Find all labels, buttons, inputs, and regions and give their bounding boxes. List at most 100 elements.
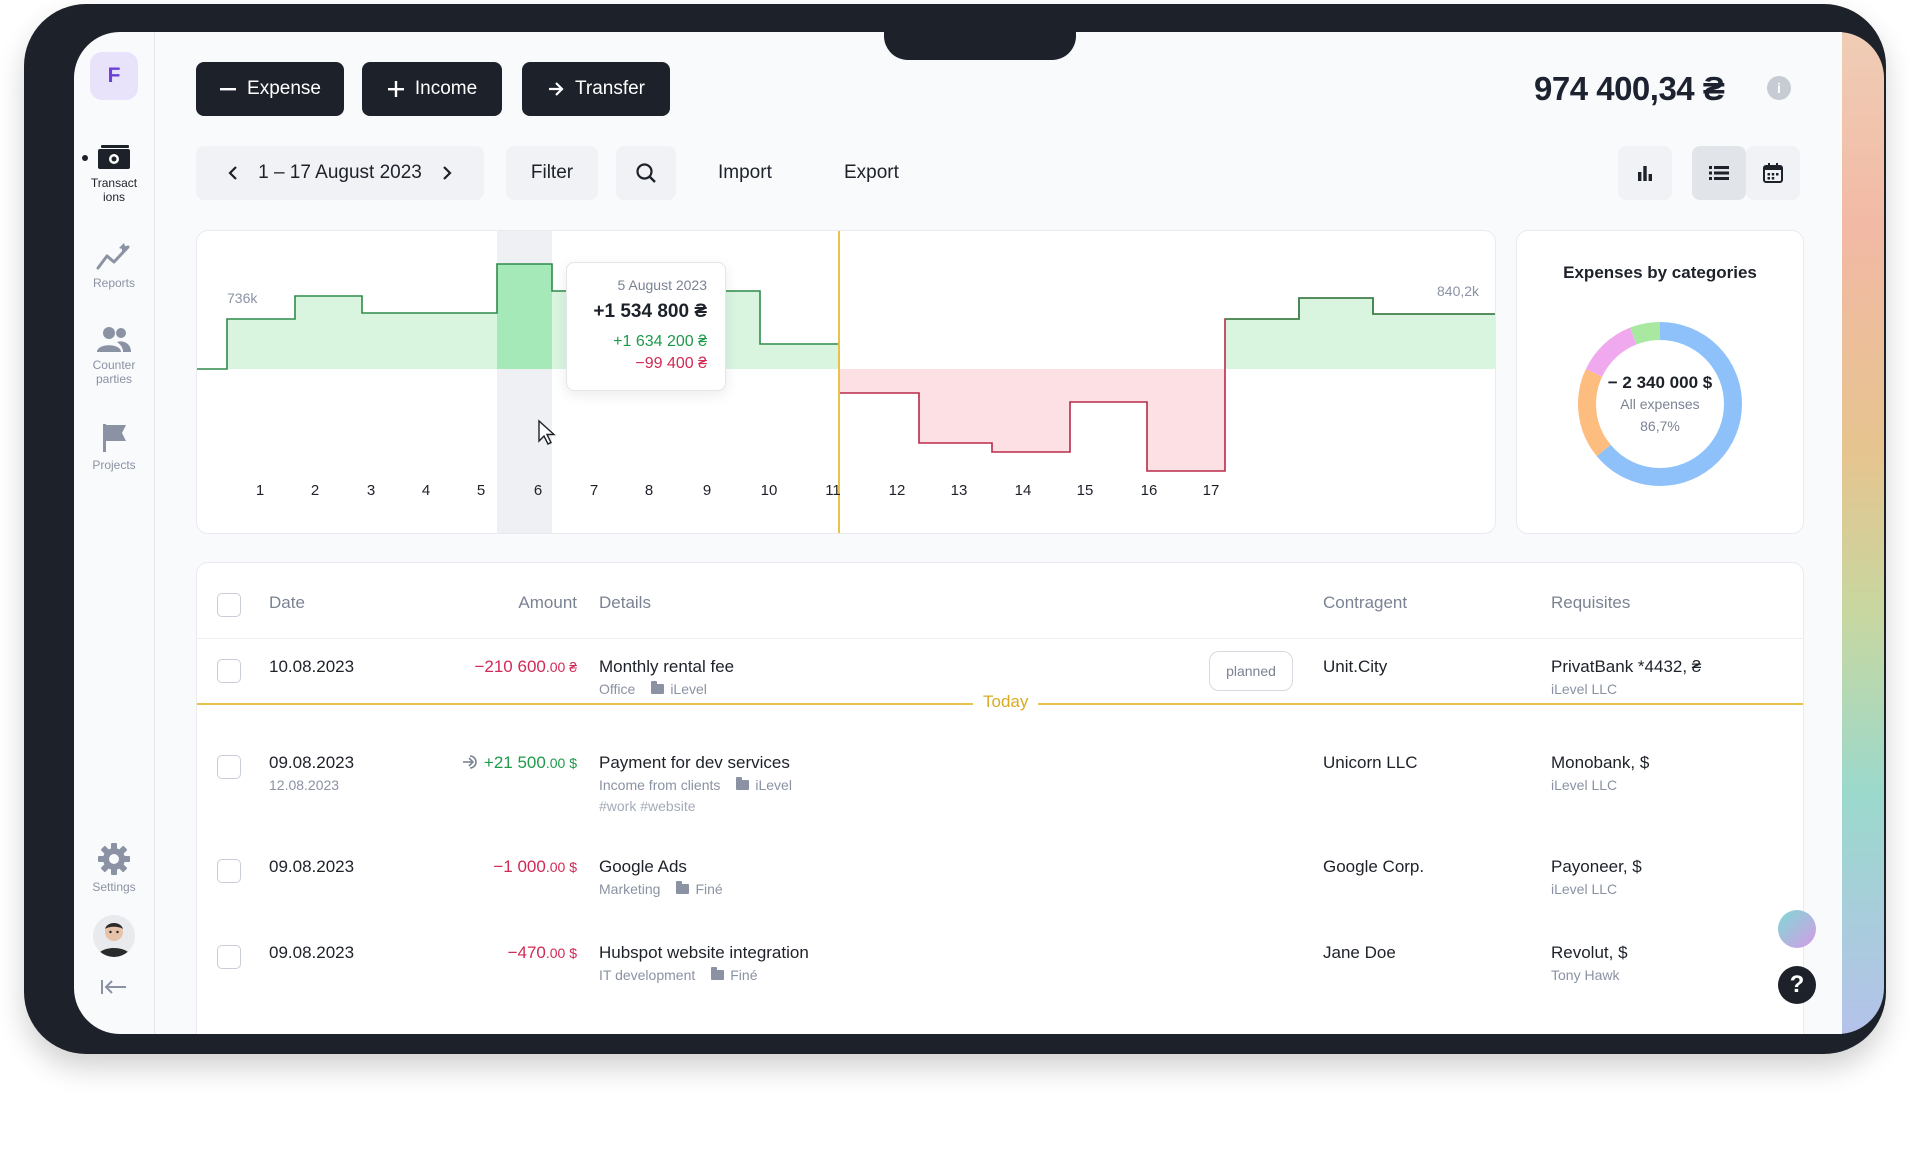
minus-icon [220, 88, 237, 91]
export-button[interactable]: Export [844, 162, 899, 183]
chevron-left-icon[interactable] [226, 165, 240, 181]
gear-icon [98, 843, 130, 875]
row-requisites: Revolut, $ [1551, 943, 1628, 962]
import-button[interactable]: Import [718, 162, 772, 183]
donut-chart [1578, 322, 1742, 486]
x-tick-label: 12 [889, 482, 906, 499]
user-avatar[interactable] [93, 915, 135, 957]
money-icon [98, 145, 130, 169]
row-contragent: Jane Doe [1323, 943, 1396, 962]
assistant-bubble-button[interactable] [1778, 910, 1816, 948]
expense-area [839, 369, 1225, 471]
x-tick-label: 1 [256, 482, 264, 499]
row-date-secondary: 12.08.2023 [269, 777, 340, 793]
income-bar-highlight [497, 264, 552, 369]
workspace-logo[interactable]: F [90, 52, 138, 100]
list-view-button[interactable] [1692, 146, 1746, 200]
sidebar-item-label: Projects [92, 458, 136, 472]
row-date: 09.08.2023 [269, 753, 355, 772]
filter-label: Filter [530, 162, 574, 183]
row-amount: −1 000.00 $ [493, 857, 577, 876]
calendar-view-button[interactable] [1746, 146, 1800, 200]
row-requisites-owner: iLevel LLC [1551, 681, 1618, 697]
add-income-button[interactable]: Income [362, 62, 502, 116]
sidebar-item-transactions[interactable]: Transact ions [74, 142, 154, 204]
row-title: Payment for dev services [599, 753, 790, 772]
income-label: Income [414, 78, 478, 99]
x-tick-label: 7 [590, 482, 598, 499]
collapse-icon [101, 980, 126, 994]
sidebar: F Transact ions Reports [74, 32, 155, 1034]
today-label: Today [973, 692, 1039, 712]
row-date: 10.08.2023 [269, 657, 355, 676]
x-tick-label: 3 [367, 482, 375, 499]
sidebar-item-reports[interactable]: Reports [74, 242, 154, 290]
header-amount[interactable]: Amount [518, 593, 577, 612]
row-requisites-owner: Tony Hawk [1551, 967, 1620, 983]
x-tick-label: 9 [703, 482, 711, 499]
question-icon: ? [1789, 971, 1805, 998]
row-checkbox[interactable] [217, 659, 241, 683]
row-contragent: Google Corp. [1323, 857, 1425, 876]
x-tick-label: 13 [951, 482, 968, 499]
x-tick-label: 11 [825, 482, 841, 499]
help-button[interactable]: ? [1778, 966, 1816, 1004]
transactions-table: Date Amount Details Contragent Requisite… [196, 562, 1804, 1034]
x-tick-label: 14 [1015, 482, 1032, 499]
select-all-checkbox[interactable] [217, 593, 241, 617]
arrow-right-icon [548, 82, 564, 96]
sidebar-item-label: Transact ions [90, 176, 138, 204]
row-checkbox[interactable] [217, 755, 241, 779]
row-requisites-owner: iLevel LLC [1551, 777, 1618, 793]
flag-icon [103, 424, 126, 452]
header-details[interactable]: Details [599, 593, 651, 612]
sidebar-item-projects[interactable]: Projects [74, 422, 154, 472]
header-divider [197, 638, 1803, 639]
expense-label: Expense [247, 78, 321, 99]
row-requisites: Monobank, $ [1551, 753, 1650, 772]
y-max-right-label: 840,2k [1437, 283, 1480, 299]
x-tick-label: 15 [1077, 482, 1094, 499]
avatar-icon [93, 915, 135, 957]
info-icon[interactable]: i [1767, 76, 1791, 100]
period-label[interactable]: 1 – 17 August 2023 [258, 162, 422, 183]
expenses-by-categories-card: Expenses by categories − 2 340 000 $ All… [1516, 230, 1804, 534]
x-tick-label: 10 [761, 482, 778, 499]
collapse-sidebar-button[interactable] [100, 977, 128, 1002]
people-icon [97, 327, 131, 352]
donut-segment[interactable] [1578, 322, 1742, 486]
search-button[interactable] [616, 146, 676, 200]
add-transfer-button[interactable]: Transfer [522, 62, 670, 116]
row-requisites: PrivatBank *4432, ₴ [1551, 657, 1702, 676]
tooltip-expense: −99 400 ₴ [635, 355, 707, 372]
tooltip-total: +1 534 800 ₴ [593, 301, 707, 322]
folder-icon [676, 881, 690, 894]
device-frame: F Transact ions Reports [24, 4, 1886, 1054]
row-checkbox[interactable] [217, 859, 241, 883]
header-date[interactable]: Date [269, 593, 305, 612]
donut-title: Expenses by categories [1563, 263, 1757, 282]
filter-button[interactable]: Filter [506, 146, 598, 200]
sidebar-item-counterparties[interactable]: Counter parties [74, 324, 154, 386]
donut-segment[interactable] [1578, 322, 1742, 486]
row-date: 09.08.2023 [269, 943, 355, 962]
device-notch [884, 30, 1076, 60]
row-date: 09.08.2023 [269, 857, 355, 876]
row-contragent: Unit.City [1323, 657, 1388, 676]
row-title: Hubspot website integration [599, 943, 809, 962]
sidebar-item-settings[interactable]: Settings [74, 842, 154, 894]
add-expense-button[interactable]: Expense [196, 62, 344, 116]
row-title: Google Ads [599, 857, 687, 876]
row-checkbox[interactable] [217, 945, 241, 969]
chevron-right-icon[interactable] [440, 165, 454, 181]
donut-subtitle: All expenses [1620, 396, 1700, 412]
header-contragent[interactable]: Contragent [1323, 593, 1408, 612]
chart-view-button[interactable] [1618, 146, 1672, 200]
list-icon [1709, 166, 1729, 180]
donut-total: − 2 340 000 $ [1607, 373, 1713, 392]
tooltip-income: +1 634 200 ₴ [613, 333, 707, 350]
row-amount: +21 500.00 $ [462, 753, 577, 773]
row-requisites: Payoneer, $ [1551, 857, 1642, 876]
header-requisites[interactable]: Requisites [1551, 593, 1631, 612]
row-requisites-owner: iLevel LLC [1551, 881, 1618, 897]
